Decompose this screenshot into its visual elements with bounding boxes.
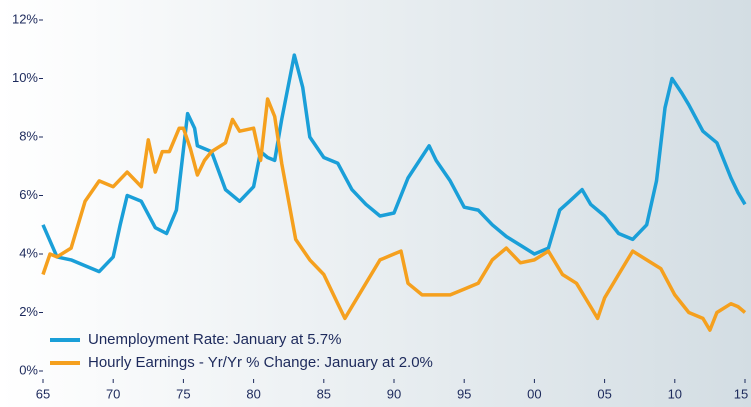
y-tick-label: 8%: [19, 128, 38, 143]
x-tick-label: 90: [387, 386, 401, 401]
x-tick-label: 75: [176, 386, 190, 401]
y-tick-label: 6%: [19, 187, 38, 202]
y-tick-label: 2%: [19, 304, 38, 319]
series-line: [41, 53, 747, 274]
series-line: [41, 97, 747, 332]
legend-label: Unemployment Rate: January at 5.7%: [88, 331, 341, 348]
x-tick-label: 00: [527, 386, 541, 401]
y-tick-label: 10%: [12, 70, 38, 85]
x-tick-label: 80: [246, 386, 260, 401]
x-tick-label: 95: [457, 386, 471, 401]
legend-label: Hourly Earnings - Yr/Yr % Change: Januar…: [88, 354, 433, 371]
y-tick-label: 12%: [12, 11, 38, 26]
x-tick-label: 10: [668, 386, 682, 401]
x-tick-label: 65: [36, 386, 50, 401]
y-tick-label: 4%: [19, 245, 38, 260]
x-tick-label: 85: [317, 386, 331, 401]
y-tick-label: 0%: [19, 362, 38, 377]
x-tick-label: 15: [734, 386, 748, 401]
x-tick-label: 70: [106, 386, 120, 401]
x-tick-label: 05: [597, 386, 611, 401]
